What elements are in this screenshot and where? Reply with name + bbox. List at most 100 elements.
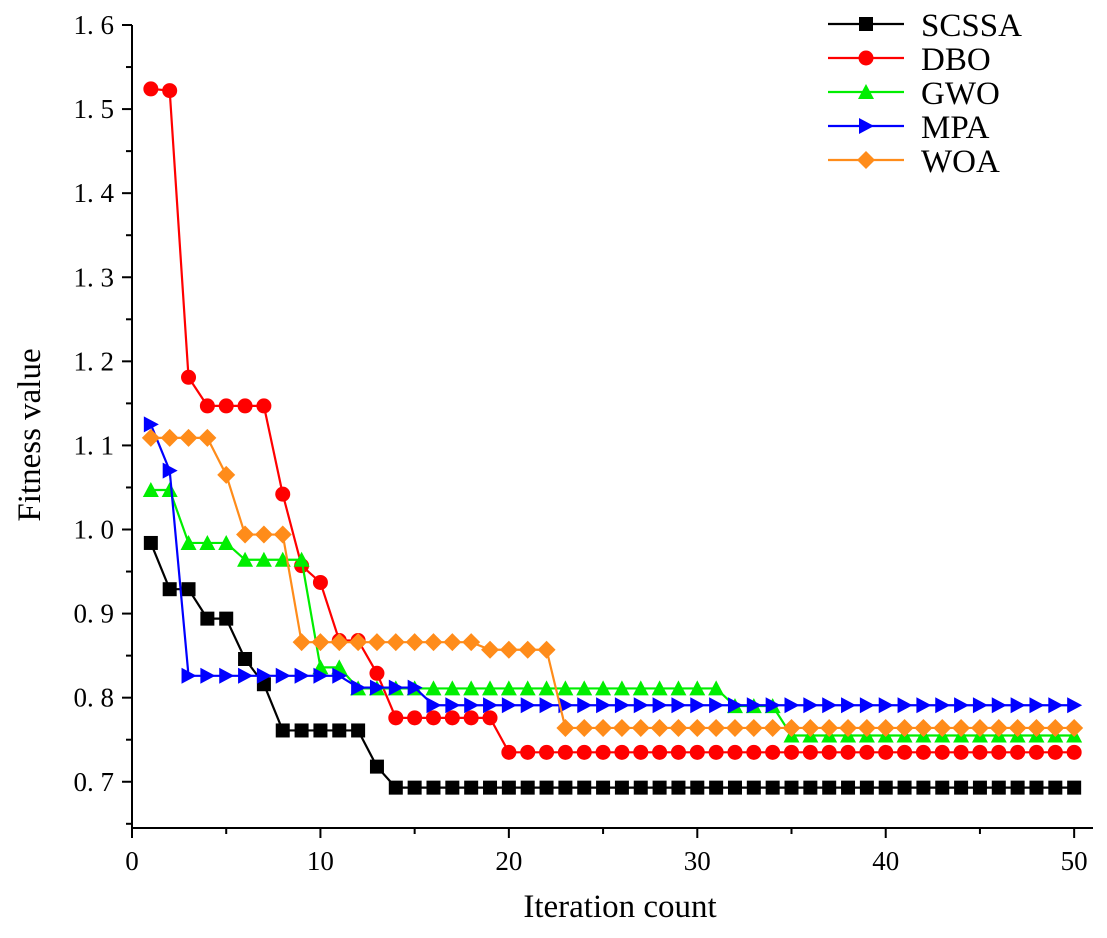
data-point-woa xyxy=(839,718,858,737)
data-point-mpa xyxy=(558,697,574,714)
data-point-scssa xyxy=(1010,780,1025,795)
data-point-dbo xyxy=(444,710,460,726)
legend-entry-woa: WOA xyxy=(828,144,1000,180)
data-point-mpa xyxy=(445,697,461,714)
data-point-dbo xyxy=(746,744,762,760)
data-point-dbo xyxy=(388,710,404,726)
x-tick-label: 10 xyxy=(307,846,334,876)
y-tick-label: 1. 0 xyxy=(74,515,115,545)
data-point-woa xyxy=(612,718,631,737)
data-point-mpa xyxy=(746,697,762,714)
data-point-dbo xyxy=(1010,744,1026,760)
data-point-dbo xyxy=(1047,744,1063,760)
data-point-mpa xyxy=(426,697,442,714)
data-point-scssa xyxy=(388,780,403,795)
data-point-scssa xyxy=(897,780,912,795)
data-point-woa xyxy=(443,633,462,652)
y-tick-label: 0. 7 xyxy=(74,767,115,797)
data-point-scssa xyxy=(841,780,856,795)
legend-marker xyxy=(857,151,875,169)
data-point-dbo xyxy=(425,710,441,726)
data-point-dbo xyxy=(199,398,215,414)
data-point-dbo xyxy=(689,744,705,760)
data-point-woa xyxy=(330,633,349,652)
data-point-scssa xyxy=(332,723,347,738)
data-point-dbo xyxy=(237,398,253,414)
data-point-woa xyxy=(217,465,236,484)
series-line-dbo xyxy=(150,87,1075,754)
data-point-woa xyxy=(141,428,160,447)
data-point-scssa xyxy=(501,780,516,795)
data-point-mpa xyxy=(143,416,159,433)
data-point-scssa xyxy=(859,780,874,795)
data-point-woa xyxy=(782,718,801,737)
data-point-gwo xyxy=(670,680,687,696)
data-point-mpa xyxy=(803,697,819,714)
data-point-woa xyxy=(424,633,443,652)
data-point-woa xyxy=(236,525,255,544)
data-point-scssa xyxy=(162,582,177,597)
data-point-mpa xyxy=(727,697,743,714)
legend-label: SCSSA xyxy=(921,8,1022,44)
data-point-mpa xyxy=(1048,697,1064,714)
data-point-scssa xyxy=(313,723,328,738)
data-point-dbo xyxy=(407,710,423,726)
data-point-woa xyxy=(669,718,688,737)
data-point-woa xyxy=(311,633,330,652)
data-point-scssa xyxy=(1067,780,1082,795)
data-point-woa xyxy=(952,718,971,737)
data-point-scssa xyxy=(577,780,592,795)
data-point-scssa xyxy=(445,780,460,795)
data-point-scssa xyxy=(746,780,761,795)
data-point-mpa xyxy=(991,697,1007,714)
data-point-dbo xyxy=(614,744,630,760)
data-point-dbo xyxy=(765,744,781,760)
legend-marker xyxy=(858,84,874,99)
data-point-scssa xyxy=(972,780,987,795)
data-point-woa xyxy=(1065,718,1084,737)
data-point-woa xyxy=(160,428,179,447)
data-point-scssa xyxy=(709,780,724,795)
data-point-mpa xyxy=(784,697,800,714)
data-point-mpa xyxy=(181,667,197,684)
data-point-mpa xyxy=(162,462,178,479)
data-point-woa xyxy=(876,718,895,737)
legend-marker xyxy=(859,118,874,134)
data-point-woa xyxy=(594,718,613,737)
data-point-dbo xyxy=(143,81,159,97)
data-point-dbo xyxy=(162,83,178,99)
data-point-gwo xyxy=(293,551,310,567)
data-point-dbo xyxy=(312,574,328,590)
data-point-dbo xyxy=(784,744,800,760)
legend-label: WOA xyxy=(921,144,1000,180)
x-tick-label: 0 xyxy=(125,846,139,876)
y-tick-label: 1. 4 xyxy=(74,178,115,208)
data-point-woa xyxy=(914,718,933,737)
data-point-woa xyxy=(970,718,989,737)
data-point-mpa xyxy=(709,697,725,714)
legend-marker xyxy=(858,50,874,66)
data-point-woa xyxy=(933,718,952,737)
data-point-woa xyxy=(198,428,217,447)
y-tick-label: 1. 3 xyxy=(74,262,115,292)
data-point-dbo xyxy=(218,398,234,414)
data-point-mpa xyxy=(577,697,593,714)
y-tick-label: 0. 8 xyxy=(74,683,115,713)
data-point-mpa xyxy=(1029,697,1045,714)
data-point-dbo xyxy=(821,744,837,760)
data-point-scssa xyxy=(275,723,290,738)
data-point-woa xyxy=(462,633,481,652)
data-point-woa xyxy=(707,718,726,737)
data-point-scssa xyxy=(464,780,479,795)
data-point-mpa xyxy=(483,697,499,714)
series-woa xyxy=(141,428,1084,737)
data-point-woa xyxy=(1046,718,1065,737)
series-line-woa xyxy=(150,436,1075,730)
data-point-scssa xyxy=(822,780,837,795)
data-point-dbo xyxy=(991,744,1007,760)
data-point-scssa xyxy=(690,780,705,795)
data-point-woa xyxy=(254,525,273,544)
data-point-scssa xyxy=(596,780,611,795)
